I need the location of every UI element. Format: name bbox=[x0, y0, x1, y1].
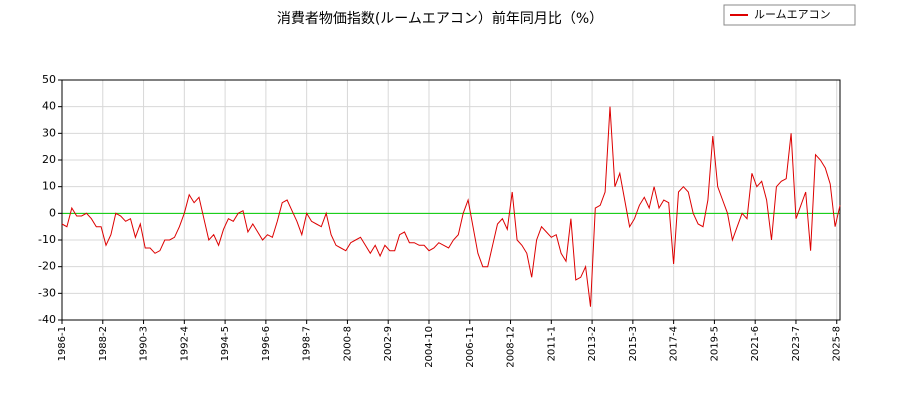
x-tick-label: 2023-7 bbox=[791, 326, 802, 361]
y-tick-label: -10 bbox=[38, 233, 56, 246]
x-tick-label: 1994-5 bbox=[220, 326, 231, 361]
chart-title: 消費者物価指数(ルームエアコン）前年同月比（%） bbox=[277, 10, 603, 27]
x-tick-label: 1992-4 bbox=[179, 326, 190, 361]
x-tick-label: 2002-9 bbox=[383, 326, 394, 361]
plot-background bbox=[62, 80, 840, 320]
y-tick-label: -20 bbox=[38, 260, 56, 273]
y-tick-label: 50 bbox=[42, 73, 56, 86]
x-tick-label: 2000-8 bbox=[342, 326, 353, 361]
y-tick-label: 30 bbox=[42, 126, 56, 139]
x-tick-label: 2019-5 bbox=[709, 326, 720, 361]
x-tick-label: 2017-4 bbox=[669, 326, 680, 361]
x-tick-label: 2015-3 bbox=[628, 326, 639, 361]
x-tick-label: 2025-8 bbox=[832, 326, 843, 361]
x-tick-label: 2011-1 bbox=[546, 326, 557, 361]
y-tick-label: 40 bbox=[42, 100, 56, 113]
x-tick-label: 2013-2 bbox=[587, 326, 598, 361]
x-tick-label: 2004-10 bbox=[424, 326, 435, 368]
x-tick-label: 2021-6 bbox=[750, 326, 761, 361]
x-tick-label: 2008-12 bbox=[506, 326, 517, 368]
y-tick-label: -30 bbox=[38, 286, 56, 299]
y-tick-label: 10 bbox=[42, 180, 56, 193]
x-tick-label: 1986-1 bbox=[57, 326, 68, 361]
y-tick-label: 20 bbox=[42, 153, 56, 166]
x-tick-label: 1998-7 bbox=[302, 326, 313, 361]
plot-frame bbox=[61, 79, 841, 321]
line-series bbox=[61, 106, 841, 307]
legend-box bbox=[723, 4, 856, 26]
legend-label: ルームエアコン bbox=[754, 8, 831, 21]
x-tick-label: 1988-2 bbox=[98, 326, 109, 361]
x-tick-label: 1990-3 bbox=[139, 326, 150, 361]
x-tick-label: 1996-6 bbox=[261, 326, 272, 361]
y-tick-label: -40 bbox=[38, 313, 56, 326]
y-tick-label: 0 bbox=[49, 206, 56, 219]
x-tick-label: 2006-11 bbox=[465, 326, 476, 368]
